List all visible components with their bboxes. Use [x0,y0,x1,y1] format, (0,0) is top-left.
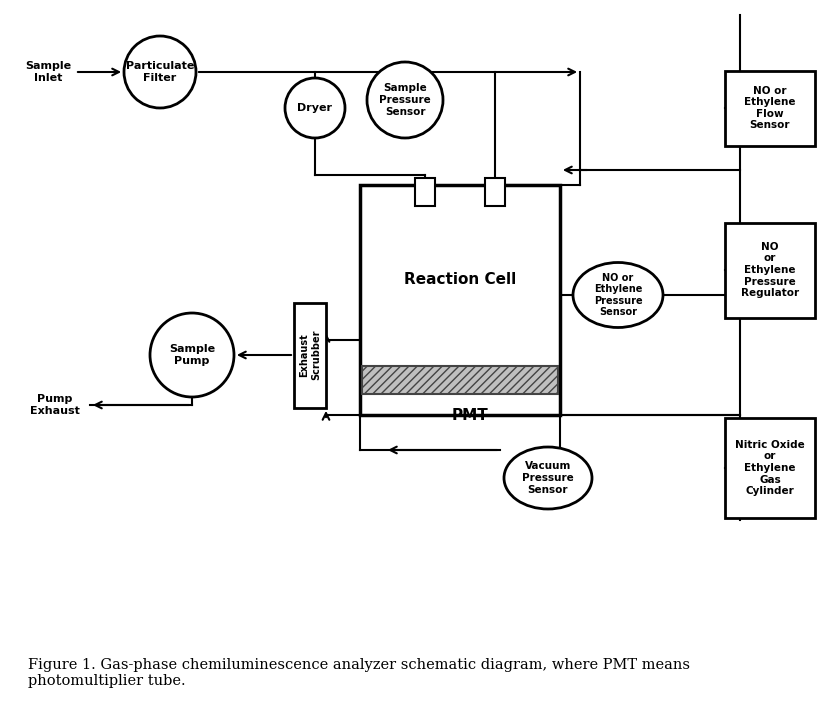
Ellipse shape [504,447,592,509]
Text: Figure 1. Gas-phase chemiluminescence analyzer schematic diagram, where PMT mean: Figure 1. Gas-phase chemiluminescence an… [28,658,690,688]
Bar [725,71,815,145]
Text: Sample
Pressure
Sensor: Sample Pressure Sensor [379,84,431,117]
Text: Exhaust
Scrubber: Exhaust Scrubber [299,330,321,380]
Circle shape [150,313,234,397]
Text: Nitric Oxide
or
Ethylene
Gas
Cylinder: Nitric Oxide or Ethylene Gas Cylinder [735,440,805,496]
Text: Pump
Exhaust: Pump Exhaust [30,395,80,416]
Bar [362,366,558,394]
Text: Reaction Cell: Reaction Cell [404,272,516,287]
Circle shape [285,78,345,138]
Text: NO
or
Ethylene
Pressure
Regulator: NO or Ethylene Pressure Regulator [741,242,799,298]
Text: Particulate
Filter: Particulate Filter [126,61,194,83]
Text: Sample
Inlet: Sample Inlet [25,61,71,83]
Text: Sample
Pump: Sample Pump [169,344,215,366]
Bar [294,302,326,408]
Bar [725,222,815,318]
Bar [415,178,435,206]
Text: NO or
Ethylene
Pressure
Sensor: NO or Ethylene Pressure Sensor [594,273,643,318]
Ellipse shape [573,263,663,328]
Circle shape [367,62,443,138]
Text: Vacuum
Pressure
Sensor: Vacuum Pressure Sensor [522,462,574,495]
Bar [360,185,560,415]
Bar [362,366,558,394]
Text: NO or
Ethylene
Flow
Sensor: NO or Ethylene Flow Sensor [744,86,795,130]
Circle shape [124,36,196,108]
Bar [485,178,505,206]
Text: PMT: PMT [452,408,488,423]
Bar [725,418,815,518]
Text: Dryer: Dryer [297,103,333,113]
